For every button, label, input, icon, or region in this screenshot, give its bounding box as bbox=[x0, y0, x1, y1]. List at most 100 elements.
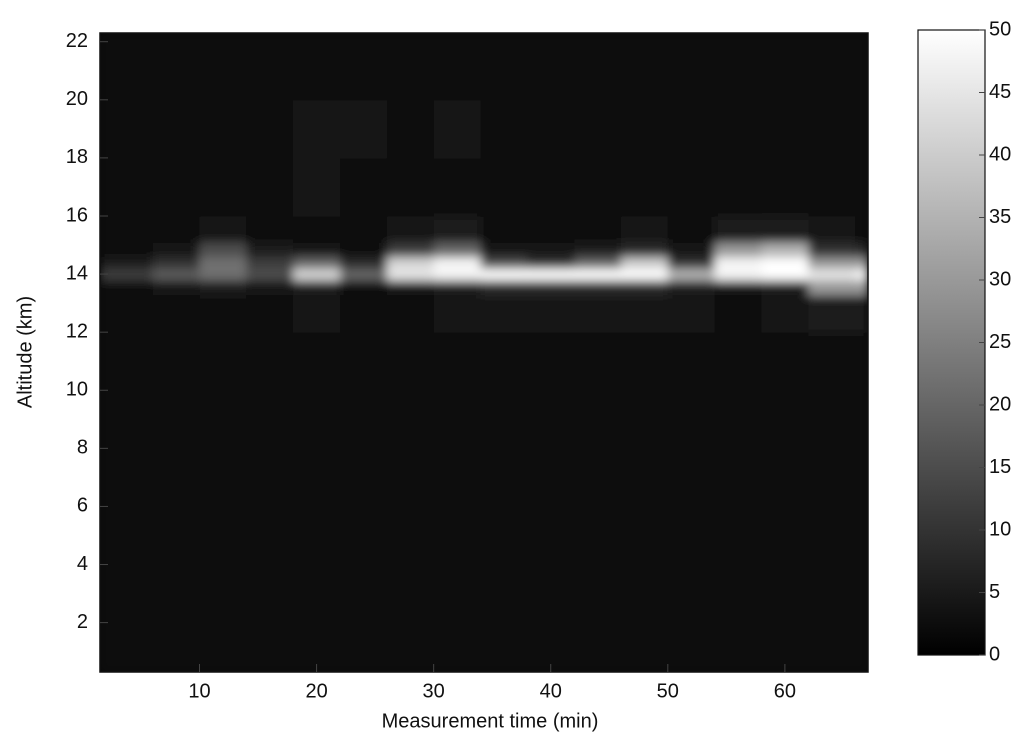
heatmap-cell bbox=[199, 157, 247, 217]
heatmap-cell bbox=[480, 332, 528, 391]
heatmap-cell bbox=[714, 242, 763, 258]
heatmap-cell bbox=[340, 99, 388, 159]
heatmap-cell bbox=[386, 622, 435, 672]
heatmap-cell bbox=[808, 215, 856, 243]
x-tick-label: 30 bbox=[423, 680, 445, 702]
colorbar-tick-label: 40 bbox=[989, 143, 1011, 165]
colorbar-tick-label: 15 bbox=[989, 456, 1011, 478]
heatmap-cell bbox=[808, 242, 856, 258]
heatmap-cell bbox=[761, 506, 809, 566]
heatmap-cell bbox=[246, 279, 294, 296]
heatmap-cell bbox=[100, 256, 154, 269]
heatmap-cell bbox=[620, 564, 669, 624]
heatmap-cell bbox=[152, 256, 201, 269]
heatmap-cell bbox=[527, 448, 575, 508]
colorbar-tick-label: 5 bbox=[989, 581, 1000, 603]
heatmap-cell bbox=[714, 215, 763, 243]
y-tick-label: 16 bbox=[66, 204, 88, 226]
heatmap-cell bbox=[100, 622, 154, 672]
heatmap-cell bbox=[714, 99, 763, 159]
heatmap-cell bbox=[620, 332, 669, 391]
x-tick-label: 50 bbox=[657, 680, 679, 702]
heatmap-cell bbox=[714, 506, 763, 566]
heatmap-cell bbox=[480, 564, 528, 624]
y-tick-label: 6 bbox=[77, 495, 88, 517]
x-tick-label: 40 bbox=[540, 680, 562, 702]
y-tick-label: 20 bbox=[66, 88, 88, 110]
heatmap-cell bbox=[667, 256, 716, 269]
heatmap-cell bbox=[574, 506, 622, 566]
heatmap-cell bbox=[199, 294, 247, 333]
heatmap-cell bbox=[152, 268, 201, 281]
heatmap-cell bbox=[386, 99, 435, 159]
heatmap-cell bbox=[293, 157, 341, 217]
heatmap-cell bbox=[152, 279, 201, 296]
heatmap-cell bbox=[293, 242, 341, 258]
heatmap-cell bbox=[527, 622, 575, 672]
heatmap-cell bbox=[714, 33, 763, 101]
colorbar-tick-label: 0 bbox=[989, 643, 1000, 665]
y-axis-label: Altitude (km) bbox=[14, 296, 36, 408]
heatmap-cell bbox=[620, 279, 669, 296]
heatmap-cell bbox=[808, 564, 856, 624]
y-tick-label: 10 bbox=[66, 379, 88, 401]
heatmap-cell bbox=[761, 242, 809, 258]
heatmap-cell bbox=[246, 332, 294, 391]
heatmap-cell bbox=[100, 157, 154, 217]
heatmap-cell bbox=[574, 157, 622, 217]
heatmap-cell bbox=[246, 564, 294, 624]
heatmap-cell bbox=[667, 448, 716, 508]
heatmap-cell bbox=[340, 215, 388, 243]
heatmap-cell bbox=[574, 242, 622, 258]
heatmap-cell bbox=[574, 33, 622, 101]
heatmap-cell bbox=[527, 390, 575, 449]
heatmap-cell bbox=[620, 99, 669, 159]
heatmap-cell bbox=[246, 256, 294, 269]
heatmap-cell bbox=[199, 622, 247, 672]
heatmap-cell bbox=[574, 279, 622, 296]
colorbar-tick-label: 25 bbox=[989, 331, 1011, 353]
heatmap-cell bbox=[340, 448, 388, 508]
heatmap-cell bbox=[152, 242, 201, 258]
heatmap-cell bbox=[433, 256, 482, 269]
heatmap-cell bbox=[100, 33, 154, 101]
heatmap-cell bbox=[855, 268, 868, 281]
heatmap-cell bbox=[386, 242, 435, 258]
heatmap-cell bbox=[293, 622, 341, 672]
heatmap-cell bbox=[527, 294, 575, 333]
heatmap-cell bbox=[100, 564, 154, 624]
heatmap-cell bbox=[433, 279, 482, 296]
heatmap-cell bbox=[855, 294, 868, 333]
heatmap-cell bbox=[246, 390, 294, 449]
heatmap-cell bbox=[714, 622, 763, 672]
heatmap-cell bbox=[386, 157, 435, 217]
heatmap-cell bbox=[152, 33, 201, 101]
heatmap-cell bbox=[293, 279, 341, 296]
heatmap-cell bbox=[574, 332, 622, 391]
heatmap-cell bbox=[293, 33, 341, 101]
heatmap-cell bbox=[152, 215, 201, 243]
heatmap-cell bbox=[386, 390, 435, 449]
heatmap-cell bbox=[480, 390, 528, 449]
heatmap-cell bbox=[199, 332, 247, 391]
heatmap-cell bbox=[293, 99, 341, 159]
heatmap-cell bbox=[340, 279, 388, 296]
heatmap-cell bbox=[527, 268, 575, 281]
heatmap-cell bbox=[667, 622, 716, 672]
heatmap-cell bbox=[199, 448, 247, 508]
heatmap-cell bbox=[293, 256, 341, 269]
heatmap-cell bbox=[761, 268, 809, 281]
heatmap-cell bbox=[480, 294, 528, 333]
heatmap-cell bbox=[761, 256, 809, 269]
heatmap-cell bbox=[152, 390, 201, 449]
heatmap-cell bbox=[433, 268, 482, 281]
heatmap-cell bbox=[761, 622, 809, 672]
heatmap-cell bbox=[100, 506, 154, 566]
heatmap-cell bbox=[714, 157, 763, 217]
x-tick-label: 20 bbox=[305, 680, 327, 702]
heatmap-cell bbox=[100, 332, 154, 391]
heatmap-cell bbox=[340, 157, 388, 217]
heatmap-cell bbox=[667, 157, 716, 217]
heatmap-cell bbox=[340, 256, 388, 269]
heatmap-cell bbox=[386, 268, 435, 281]
